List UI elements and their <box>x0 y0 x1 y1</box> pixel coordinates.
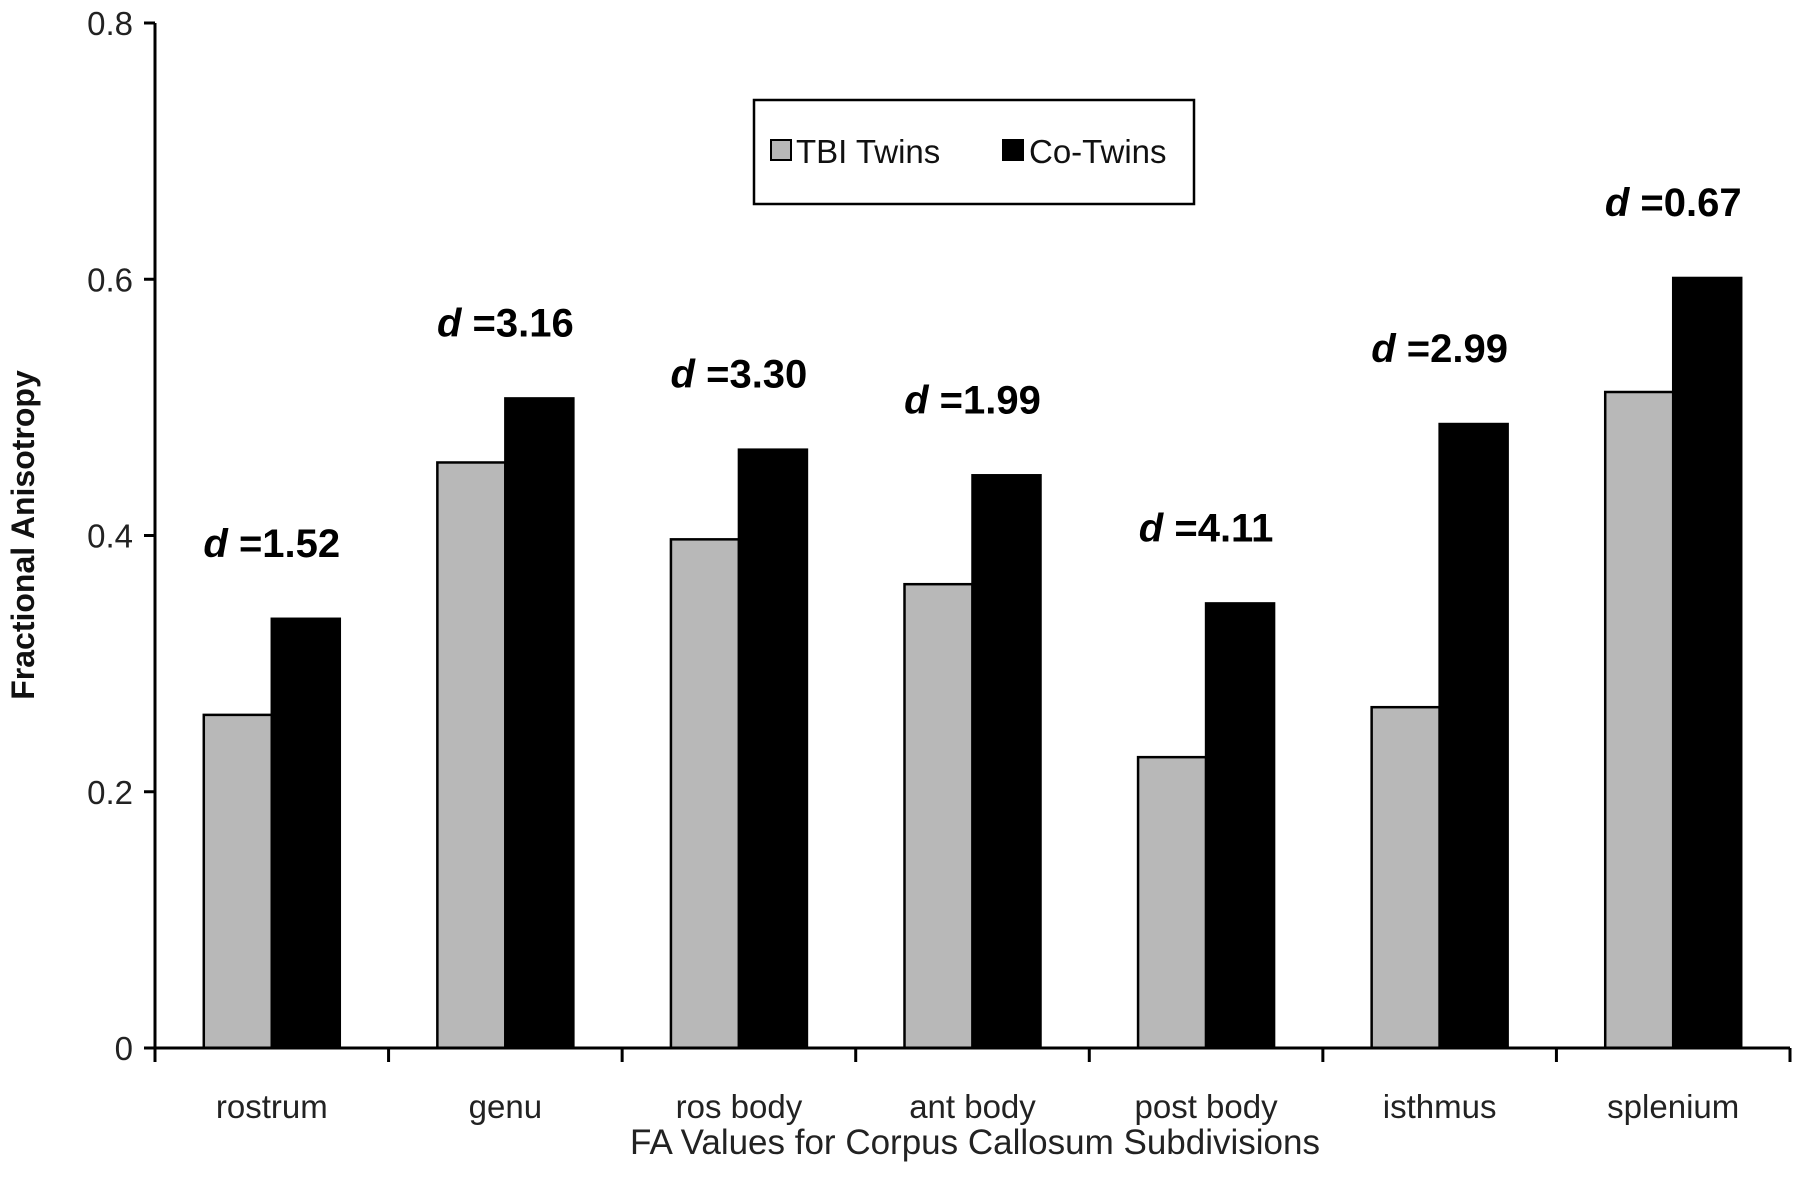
category-label: post body <box>1135 1088 1279 1125</box>
y-tick-label: 0.2 <box>87 774 133 811</box>
y-axis-label: Fractional Anisotropy <box>5 370 41 700</box>
x-axis: rostrum genu ros body ant body post body isth… <box>153 1046 1792 1125</box>
y-tick-label: 0.4 <box>87 518 133 555</box>
effect-size-annotations: d =1.52 d =3.16 d =3.30 d =1.99 d =4.11 d =2.… <box>203 181 1741 566</box>
bar-tbi-twins <box>903 582 974 1050</box>
effect-size-label: d =0.67 <box>1605 181 1742 225</box>
bar-co-twins <box>504 397 575 1050</box>
y-axis: 0 0.2 0.4 0.6 0.8 <box>87 5 157 1067</box>
legend: TBI Twins Co-Twins <box>752 98 1196 206</box>
category-label: ros body <box>676 1088 803 1125</box>
bar-tbi-twins <box>1603 390 1675 1050</box>
effect-size-label: d =2.99 <box>1371 327 1508 371</box>
y-tick-label: 0.8 <box>87 5 133 42</box>
bar-co-twins <box>1438 422 1509 1050</box>
category-label: isthmus <box>1383 1088 1497 1125</box>
category-label: ant body <box>909 1088 1036 1125</box>
category-label: genu <box>469 1088 542 1125</box>
effect-size-label: d =3.16 <box>437 301 574 345</box>
effect-size-label: d =4.11 <box>1139 506 1274 550</box>
legend-label-co-twins: Co-Twins <box>1029 133 1167 170</box>
category-label: splenium <box>1607 1088 1739 1125</box>
y-tick-label: 0 <box>115 1030 133 1067</box>
effect-size-label: d =1.99 <box>904 378 1041 422</box>
bar-co-twins <box>1671 276 1743 1050</box>
bar-tbi-twins <box>669 538 741 1050</box>
bar-tbi-twins <box>1370 705 1441 1050</box>
x-axis-label: FA Values for Corpus Callosum Subdivisio… <box>630 1123 1320 1162</box>
bar-tbi-twins <box>436 461 507 1050</box>
legend-box <box>752 98 1196 206</box>
bar-tbi-twins <box>1136 755 1208 1050</box>
effect-size-label: d =3.30 <box>671 353 808 397</box>
y-tick-label: 0.6 <box>87 261 133 298</box>
bar-co-twins <box>1204 602 1276 1050</box>
legend-label-tbi-twins: TBI Twins <box>796 133 940 170</box>
bar-co-twins <box>971 474 1042 1050</box>
legend-swatch-tbi-twins <box>770 139 792 161</box>
effect-size-label: d =1.52 <box>203 522 340 566</box>
bar-co-twins <box>270 617 342 1050</box>
category-label: rostrum <box>216 1088 328 1125</box>
bars <box>202 276 1743 1050</box>
bar-co-twins <box>737 448 809 1050</box>
legend-swatch-co-twins <box>1002 139 1024 161</box>
bar-tbi-twins <box>202 713 274 1050</box>
